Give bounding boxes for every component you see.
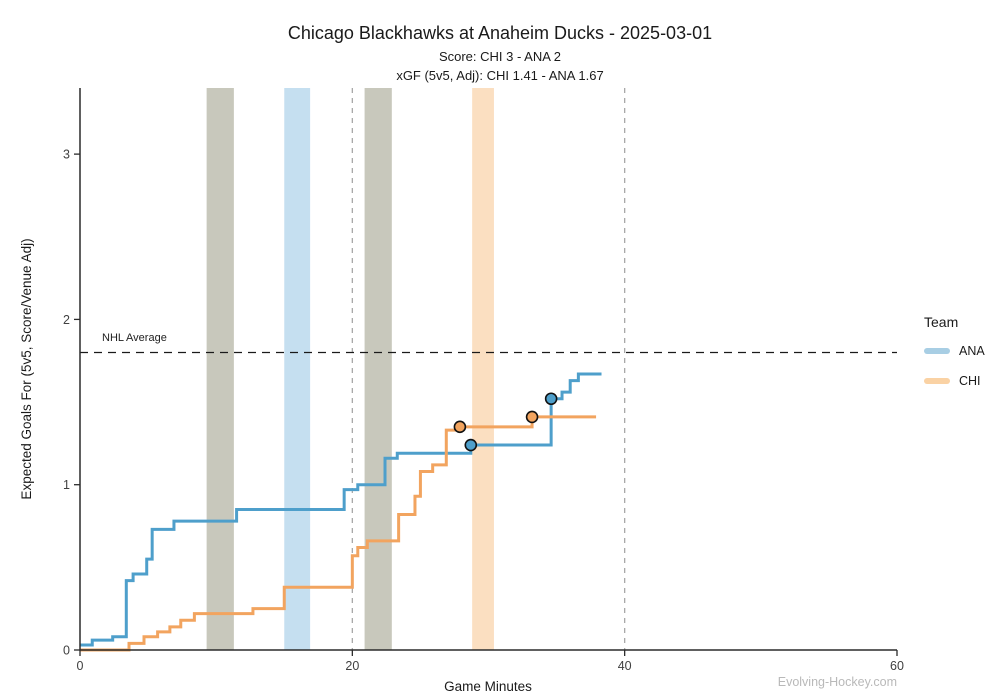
goal-marker-chi (453, 420, 467, 434)
axes: 0 20 40 60 0 1 2 3 (63, 88, 904, 673)
goal-marker-ana (544, 392, 558, 406)
legend-item-chi: CHI (924, 374, 985, 388)
x-tick-label: 40 (618, 659, 632, 673)
watermark: Evolving-Hockey.com (777, 675, 897, 689)
shaded-band (364, 88, 392, 650)
x-axis-label: Game Minutes (444, 679, 532, 694)
shaded-band (206, 88, 234, 650)
legend-label-chi: CHI (959, 374, 981, 388)
chart-title: Chicago Blackhawks at Anaheim Ducks - 20… (287, 23, 713, 43)
series-chi-line (80, 415, 597, 652)
goal-marker-ana (464, 438, 478, 452)
y-tick-label: 0 (63, 644, 70, 658)
chart-score-subtitle: Score: CHI 3 - ANA 2 (438, 49, 562, 64)
shaded-band (472, 88, 494, 650)
legend-item-ana: ANA (924, 344, 985, 358)
legend-title: Team (924, 314, 959, 330)
chi-color-swatch (924, 378, 950, 384)
goal-marker-chi (525, 410, 539, 424)
y-tick-label: 3 (63, 148, 70, 162)
y-axis-label: Expected Goals For (5v5, Score/Venue Adj… (19, 238, 34, 499)
shaded-bands (206, 88, 494, 650)
shaded-band (284, 88, 311, 650)
y-tick-label: 1 (63, 478, 70, 492)
period-divider-lines (351, 88, 626, 650)
ana-color-swatch (924, 348, 950, 354)
y-tick-label: 2 (63, 313, 70, 327)
x-tick-label: 0 (77, 659, 84, 673)
x-tick-label: 20 (345, 659, 359, 673)
chart-xgf-subtitle: xGF (5v5, Adj): CHI 1.41 - ANA 1.67 (396, 68, 604, 83)
xg-step-lines (80, 372, 602, 652)
nhl-average-label: NHL Average (102, 332, 167, 344)
series-ana-line (80, 372, 602, 647)
chart-header: Chicago Blackhawks at Anaheim Ducks - 20… (0, 22, 1000, 85)
goal-markers (453, 392, 558, 452)
legend: Team ANA CHI (924, 314, 985, 404)
x-tick-label: 60 (890, 659, 904, 673)
legend-label-ana: ANA (959, 344, 985, 358)
